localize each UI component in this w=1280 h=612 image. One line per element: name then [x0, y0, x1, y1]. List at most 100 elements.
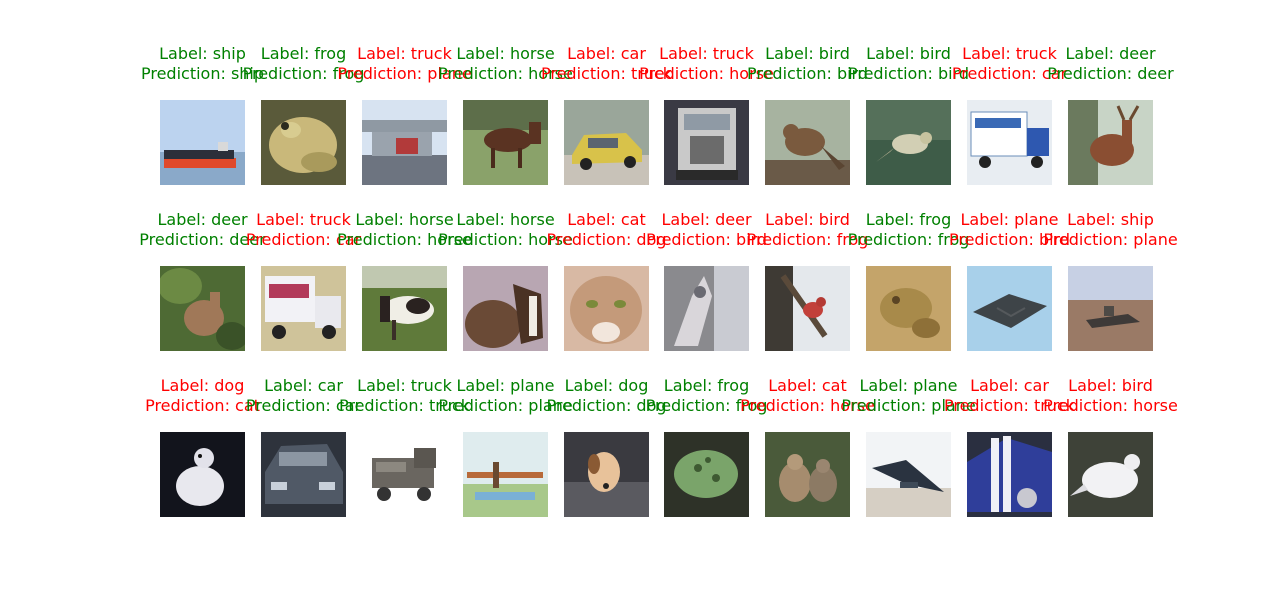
sample-image — [664, 432, 749, 517]
sample-image — [967, 432, 1052, 517]
sample-image — [564, 432, 649, 517]
prediction-cell: Label: horse Prediction: horse — [337, 210, 472, 351]
sample-image — [362, 266, 447, 351]
prediction-cell: Label: bird Prediction: bird — [848, 44, 969, 185]
sample-image — [362, 100, 447, 185]
true-label-text: Label: horse — [456, 210, 555, 229]
true-label-text: Label: plane — [960, 210, 1059, 229]
true-label-text: Label: horse — [355, 210, 454, 229]
true-label-text: Label: bird — [765, 210, 850, 229]
sample-image — [463, 266, 548, 351]
true-label-text: Label: truck — [659, 44, 754, 63]
prediction-cell: Label: deer Prediction: deer — [139, 210, 266, 351]
prediction-cell: Label: deer Prediction: deer — [1047, 44, 1174, 185]
sample-image — [1068, 100, 1153, 185]
true-label-text: Label: car — [264, 376, 343, 395]
prediction-cell: Label: truck Prediction: horse — [639, 44, 774, 185]
prediction-text: Prediction: dog — [546, 396, 667, 415]
true-label-text: Label: dog — [160, 376, 245, 395]
prediction-cell: Label: ship Prediction: plane — [1043, 210, 1178, 351]
prediction-text: Prediction: frog — [645, 396, 768, 415]
prediction-text: Prediction: truck — [540, 64, 673, 83]
true-label-text: Label: bird — [866, 44, 951, 63]
prediction-text: Prediction: plane — [841, 396, 976, 415]
sample-image — [967, 266, 1052, 351]
true-label-text: Label: dog — [564, 376, 649, 395]
prediction-cell: Label: frog Prediction: frog — [848, 210, 969, 351]
prediction-text: Prediction: truck — [943, 396, 1076, 415]
prediction-text: Prediction: bird — [746, 64, 869, 83]
prediction-text: Prediction: plane — [438, 396, 573, 415]
sample-image — [160, 266, 245, 351]
sample-image — [967, 100, 1052, 185]
true-label-text: Label: cat — [567, 210, 646, 229]
prediction-cell: Label: deer Prediction: bird — [646, 210, 767, 351]
prediction-text: Prediction: bird — [847, 64, 970, 83]
prediction-text: Prediction: horse — [1043, 396, 1178, 415]
prediction-cell: Label: truck Prediction: car — [246, 210, 361, 351]
prediction-text: Prediction: car — [951, 64, 1068, 83]
prediction-text: Prediction: deer — [139, 230, 266, 249]
prediction-text: Prediction: truck — [338, 396, 471, 415]
true-label-text: Label: plane — [859, 376, 958, 395]
prediction-cell: Label: cat Prediction: horse — [740, 376, 875, 517]
prediction-cell: Label: car Prediction: truck — [944, 376, 1075, 517]
true-label-text: Label: bird — [1068, 376, 1153, 395]
sample-image — [664, 266, 749, 351]
true-label-text: Label: frog — [663, 376, 750, 395]
prediction-cell: Label: plane Prediction: bird — [949, 210, 1070, 351]
prediction-text: Prediction: car — [245, 396, 362, 415]
sample-image — [463, 100, 548, 185]
true-label-text: Label: truck — [357, 44, 452, 63]
sample-image — [261, 100, 346, 185]
true-label-text: Label: cat — [768, 376, 847, 395]
true-label-text: Label: deer — [157, 210, 248, 229]
prediction-cell: Label: horse Prediction: horse — [438, 44, 573, 185]
true-label-text: Label: horse — [456, 44, 555, 63]
true-label-text: Label: ship — [159, 44, 246, 63]
sample-image — [564, 266, 649, 351]
prediction-cell: Label: cat Prediction: dog — [546, 210, 667, 351]
sample-image — [765, 266, 850, 351]
prediction-text: Prediction: deer — [1047, 64, 1174, 83]
prediction-text: Prediction: plane — [337, 64, 472, 83]
prediction-cell: Label: car Prediction: truck — [541, 44, 672, 185]
sample-image — [160, 432, 245, 517]
prediction-cell: Label: plane Prediction: plane — [841, 376, 976, 517]
prediction-text: Prediction: horse — [438, 64, 573, 83]
prediction-cell: Label: truck Prediction: car — [952, 44, 1067, 185]
sample-image — [1068, 432, 1153, 517]
prediction-text: Prediction: frog — [242, 64, 365, 83]
prediction-text: Prediction: frog — [746, 230, 869, 249]
prediction-text: Prediction: ship — [140, 64, 265, 83]
prediction-cell: Label: horse Prediction: horse — [438, 210, 573, 351]
true-label-text: Label: deer — [1065, 44, 1156, 63]
prediction-cell: Label: plane Prediction: plane — [438, 376, 573, 517]
true-label-text: Label: frog — [260, 44, 347, 63]
sample-image — [564, 100, 649, 185]
prediction-cell: Label: ship Prediction: ship — [141, 44, 264, 185]
prediction-text: Prediction: cat — [145, 396, 260, 415]
true-label-text: Label: truck — [962, 44, 1057, 63]
prediction-cell: Label: dog Prediction: dog — [546, 376, 667, 517]
true-label-text: Label: car — [567, 44, 646, 63]
true-label-text: Label: frog — [865, 210, 952, 229]
true-label-text: Label: deer — [661, 210, 752, 229]
prediction-cell: Label: truck Prediction: plane — [337, 44, 472, 185]
prediction-text: Prediction: bird — [645, 230, 768, 249]
sample-image — [765, 100, 850, 185]
prediction-text: Prediction: horse — [639, 64, 774, 83]
true-label-text: Label: car — [970, 376, 1049, 395]
prediction-cell: Label: bird Prediction: horse — [1043, 376, 1178, 517]
prediction-text: Prediction: car — [245, 230, 362, 249]
prediction-text: Prediction: plane — [1043, 230, 1178, 249]
prediction-cell: Label: frog Prediction: frog — [243, 44, 364, 185]
sample-image — [866, 100, 951, 185]
prediction-text: Prediction: frog — [847, 230, 970, 249]
sample-image — [160, 100, 245, 185]
prediction-cell: Label: bird Prediction: bird — [747, 44, 868, 185]
sample-image — [261, 266, 346, 351]
prediction-text: Prediction: horse — [438, 230, 573, 249]
sample-image — [765, 432, 850, 517]
prediction-cell: Label: car Prediction: car — [246, 376, 361, 517]
